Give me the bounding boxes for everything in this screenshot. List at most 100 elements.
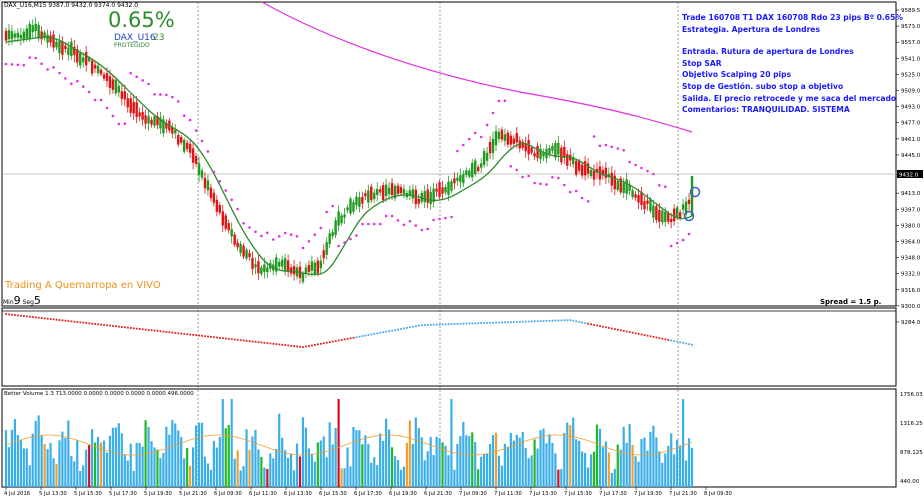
- indicator-dot: [221, 337, 224, 340]
- indicator-dot: [409, 326, 411, 329]
- sar-dot: [93, 98, 97, 102]
- indicator-dot: [64, 319, 67, 322]
- volume-bar: [126, 460, 129, 487]
- indicator-dot: [563, 319, 566, 322]
- sar-dot: [301, 246, 305, 250]
- candle-body: [557, 142, 560, 155]
- indicator-dot: [40, 317, 43, 319]
- indicator-dot: [346, 337, 349, 340]
- volume-bar: [194, 425, 198, 487]
- volume-bar: [52, 458, 55, 487]
- volume-bar: [10, 429, 14, 487]
- candle-body: [459, 175, 462, 182]
- volume-bar: [465, 435, 468, 487]
- time-tick-label: 8 Jul 09:30: [704, 491, 732, 497]
- sar-dot: [634, 163, 637, 167]
- indicator-dot: [682, 342, 685, 344]
- candle-body: [536, 145, 539, 158]
- candle-body: [84, 51, 88, 66]
- indicator-dot: [58, 319, 61, 321]
- candle-body: [349, 198, 352, 214]
- indicator-dot: [121, 326, 123, 328]
- candle-body: [129, 98, 132, 113]
- volume-bar: [670, 433, 673, 487]
- volume-bar: [625, 442, 628, 487]
- price-tick-label: 9477.0: [901, 121, 921, 127]
- price-tick-label: 9316.0: [901, 288, 921, 294]
- candle-body: [203, 177, 207, 189]
- indicator-dot: [328, 341, 331, 344]
- candle-body: [435, 188, 438, 192]
- volume-bar: [218, 436, 221, 487]
- volume-bar: [292, 470, 296, 487]
- sar-dot: [669, 244, 673, 248]
- candle-body: [506, 132, 510, 145]
- candle-body: [408, 190, 412, 196]
- volume-bar: [191, 447, 195, 487]
- volume-bar: [429, 436, 432, 487]
- indicator-dot: [625, 330, 628, 333]
- indicator-dot: [507, 321, 509, 324]
- indicator-dot: [275, 343, 278, 346]
- indicator-dot: [254, 340, 257, 343]
- candle-body: [147, 116, 150, 124]
- volume-bar: [239, 470, 242, 487]
- volume-bar: [376, 465, 379, 487]
- candle-body: [99, 69, 103, 75]
- sar-dot: [396, 219, 400, 222]
- sar-dot: [367, 222, 370, 226]
- sar-dot: [652, 172, 655, 176]
- volume-bar: [497, 455, 501, 487]
- indicator-dot: [676, 340, 679, 343]
- candle-body: [55, 41, 58, 48]
- sar-dot: [533, 181, 536, 185]
- volume-bar: [533, 439, 536, 487]
- candle-body: [28, 23, 31, 39]
- volume-bar: [637, 461, 640, 487]
- sar-dot: [194, 129, 198, 132]
- indicator-dot: [132, 327, 135, 330]
- volume-bar: [108, 435, 112, 487]
- sar-dot: [604, 143, 608, 147]
- candle-body: [619, 178, 622, 193]
- indicator-dot: [661, 337, 664, 340]
- price-tick-label: 9380.0: [901, 223, 921, 229]
- sar-dot: [640, 166, 643, 170]
- candle-body: [49, 35, 52, 43]
- candle-body: [548, 148, 551, 155]
- candle-body: [87, 57, 91, 62]
- indicator-dot: [343, 338, 346, 341]
- volume-bar: [471, 432, 474, 487]
- volume-bar: [28, 465, 31, 487]
- candle-body: [465, 170, 468, 175]
- volume-bar: [679, 445, 682, 487]
- indicator-dot: [560, 319, 563, 322]
- candle-body: [387, 187, 391, 195]
- volume-bar: [120, 433, 123, 487]
- indicator-dot: [468, 322, 471, 325]
- indicator-dot: [308, 345, 310, 347]
- notes-line: Trade 160708 T1 DAX 160708 Rdo 23 pips B…: [682, 13, 903, 22]
- volume-bar: [174, 423, 177, 487]
- volume-bar: [79, 470, 82, 487]
- candle-body: [370, 186, 373, 201]
- indicator-dot: [302, 346, 304, 348]
- indicator-dot: [37, 316, 40, 319]
- candle-body: [52, 34, 55, 48]
- candle-body: [263, 264, 266, 272]
- candle-body: [589, 169, 593, 177]
- volume-bar: [491, 435, 495, 487]
- volume-bar: [46, 449, 49, 487]
- sar-dot: [206, 150, 210, 153]
- candle-body: [135, 102, 138, 118]
- sar-dot: [76, 79, 79, 83]
- candle-body: [515, 132, 518, 143]
- candle-body: [491, 138, 495, 153]
- time-tick-label: 5 Jul 21:30: [179, 491, 207, 497]
- candle-body: [426, 189, 429, 203]
- indicator-dot: [688, 343, 691, 345]
- time-tick-label: 7 Jul 17:30: [599, 491, 627, 497]
- sar-dot: [182, 114, 186, 117]
- sar-dot: [497, 99, 501, 103]
